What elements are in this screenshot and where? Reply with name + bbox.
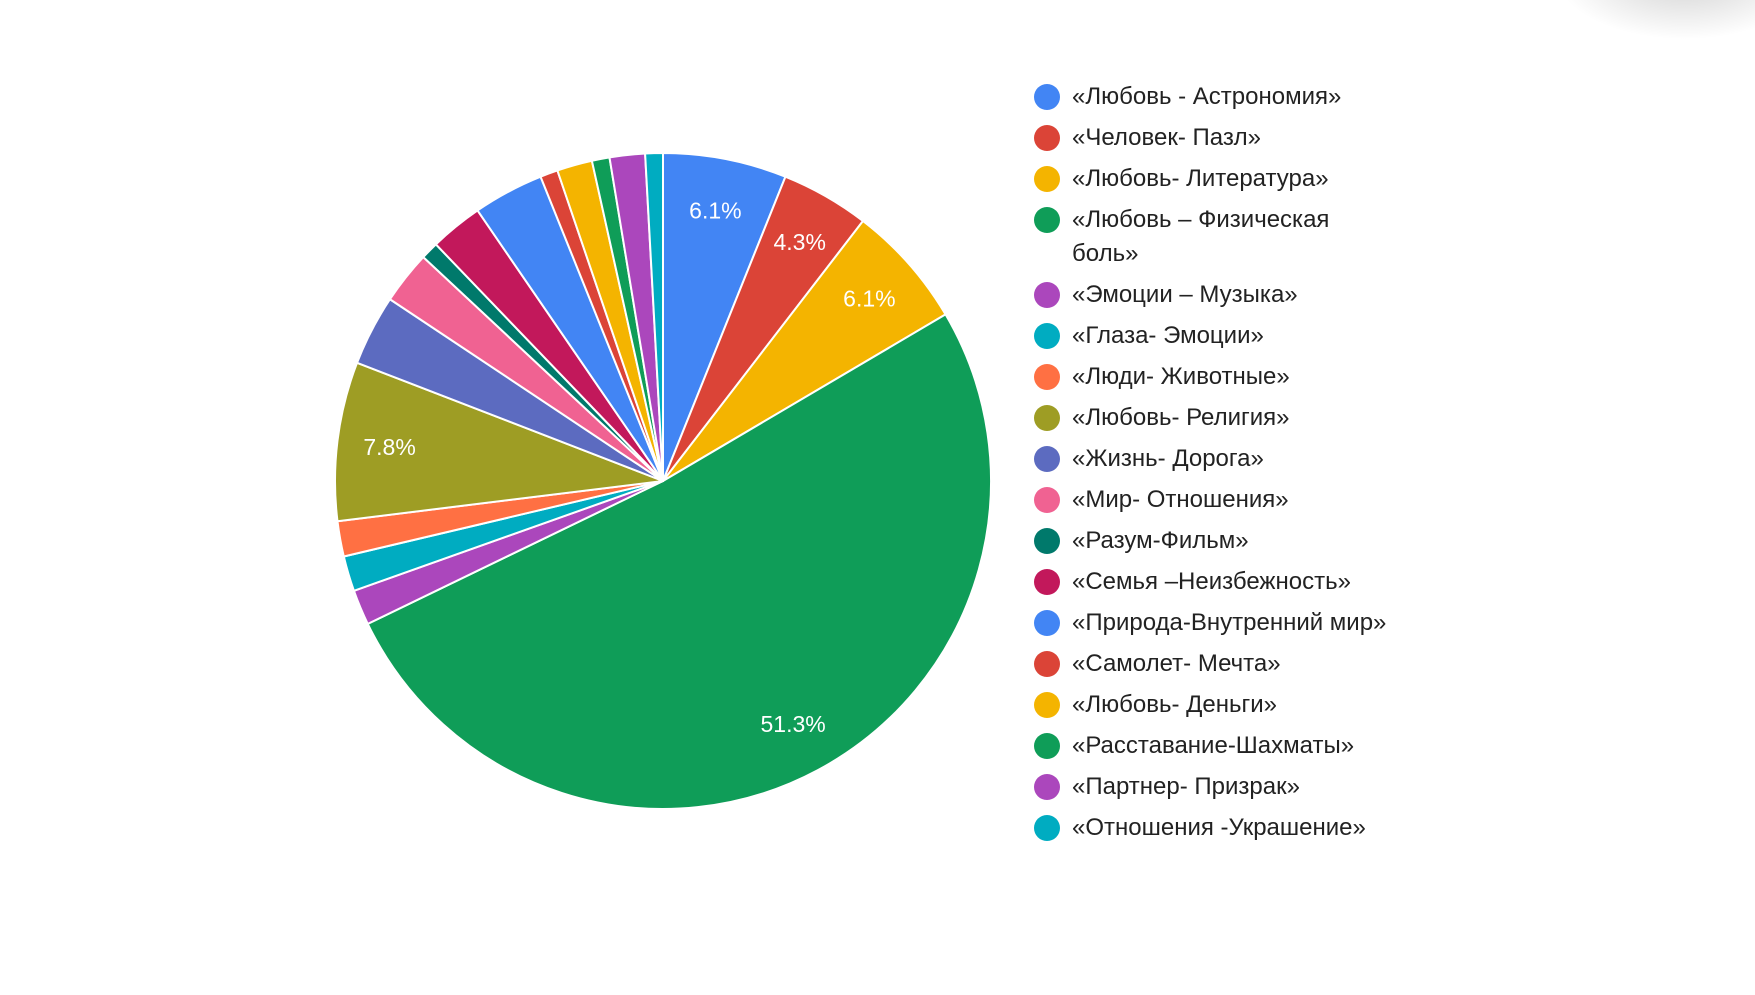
legend-color-dot-icon [1034, 528, 1060, 554]
legend-item[interactable]: «Люди- Животные» [1034, 360, 1434, 394]
legend-item[interactable]: «Мир- Отношения» [1034, 483, 1434, 517]
legend-label: «Любовь - Астрономия» [1072, 83, 1342, 110]
legend-item[interactable]: «Эмоции – Музыка» [1034, 278, 1434, 312]
slice-percent-label: 51.3% [760, 711, 825, 737]
legend-color-dot-icon [1034, 282, 1060, 308]
legend-item[interactable]: «Глаза- Эмоции» [1034, 319, 1434, 353]
legend-item[interactable]: «Партнер- Призрак» [1034, 770, 1434, 804]
pie-slice[interactable] [334, 361, 664, 523]
legend-label: «Эмоции – Музыка» [1072, 281, 1298, 308]
legend-color-dot-icon [1034, 364, 1060, 390]
legend-item[interactable]: «Самолет- Мечта» [1034, 647, 1434, 681]
legend-label: «Человек- Пазл» [1072, 124, 1261, 151]
legend-item[interactable]: «Любовь- Религия» [1034, 401, 1434, 435]
legend-item[interactable]: «Разум-Фильм» [1034, 524, 1434, 558]
slice-percent-label: 4.3% [773, 229, 825, 255]
legend-label: «Разум-Фильм» [1072, 527, 1249, 554]
legend-label: «Глаза- Эмоции» [1072, 322, 1264, 349]
legend-item[interactable]: «Отношения -Украшение» [1034, 811, 1434, 845]
legend-color-dot-icon [1034, 487, 1060, 513]
legend-label: «Расставание-Шахматы» [1072, 732, 1355, 759]
legend-label: «Мир- Отношения» [1072, 486, 1289, 513]
legend-color-dot-icon [1034, 774, 1060, 800]
legend-item[interactable]: «Любовь- Литература» [1034, 162, 1434, 196]
legend-label: «Любовь- Деньги» [1072, 691, 1277, 718]
legend-label: «Любовь- Литература» [1072, 165, 1329, 192]
pie-slice-labels: 6.1% 4.3% 6.1% 51.3% 7.8% [363, 198, 895, 737]
legend-color-dot-icon [1034, 610, 1060, 636]
legend-label: «Любовь – Физическая боль» [1072, 206, 1330, 267]
legend-label: «Семья –Неизбежность» [1072, 568, 1351, 595]
pie-slices [334, 152, 992, 810]
legend-label: «Люди- Животные» [1072, 363, 1290, 390]
pie-slice[interactable] [662, 152, 787, 482]
legend-label: «Отношения -Украшение» [1072, 814, 1366, 841]
legend-color-dot-icon [1034, 446, 1060, 472]
legend-color-dot-icon [1034, 125, 1060, 151]
legend-item[interactable]: «Любовь – Физическая боль» [1034, 203, 1434, 271]
legend-label: «Жизнь- Дорога» [1072, 445, 1264, 472]
legend-item[interactable]: «Семья –Неизбежность» [1034, 565, 1434, 599]
legend-color-dot-icon [1034, 166, 1060, 192]
legend-label: «Природа-Внутренний мир» [1072, 609, 1387, 636]
pie-slice[interactable] [662, 220, 947, 482]
legend-label: «Любовь- Религия» [1072, 404, 1290, 431]
legend-item[interactable]: «Природа-Внутренний мир» [1034, 606, 1434, 640]
slice-percent-label: 6.1% [689, 198, 741, 224]
legend-color-dot-icon [1034, 207, 1060, 233]
legend-item[interactable]: «Человек- Пазл» [1034, 121, 1434, 155]
legend-label: «Самолет- Мечта» [1072, 650, 1281, 677]
legend-item[interactable]: «Жизнь- Дорога» [1034, 442, 1434, 476]
legend-label: «Партнер- Призрак» [1072, 773, 1300, 800]
legend-color-dot-icon [1034, 815, 1060, 841]
legend-color-dot-icon [1034, 323, 1060, 349]
slice-percent-label: 6.1% [843, 286, 895, 312]
legend-color-dot-icon [1034, 733, 1060, 759]
slice-percent-label: 7.8% [363, 434, 415, 460]
chart-legend: «Любовь - Астрономия» «Человек- Пазл» «Л… [1034, 80, 1434, 852]
legend-color-dot-icon [1034, 651, 1060, 677]
legend-color-dot-icon [1034, 569, 1060, 595]
legend-color-dot-icon [1034, 692, 1060, 718]
pie-slice[interactable] [644, 152, 664, 482]
legend-item[interactable]: «Расставание-Шахматы» [1034, 729, 1434, 763]
legend-item[interactable]: «Любовь - Астрономия» [1034, 80, 1434, 114]
pie-slice[interactable] [366, 313, 992, 810]
legend-color-dot-icon [1034, 84, 1060, 110]
legend-color-dot-icon [1034, 405, 1060, 431]
legend-item[interactable]: «Любовь- Деньги» [1034, 688, 1434, 722]
